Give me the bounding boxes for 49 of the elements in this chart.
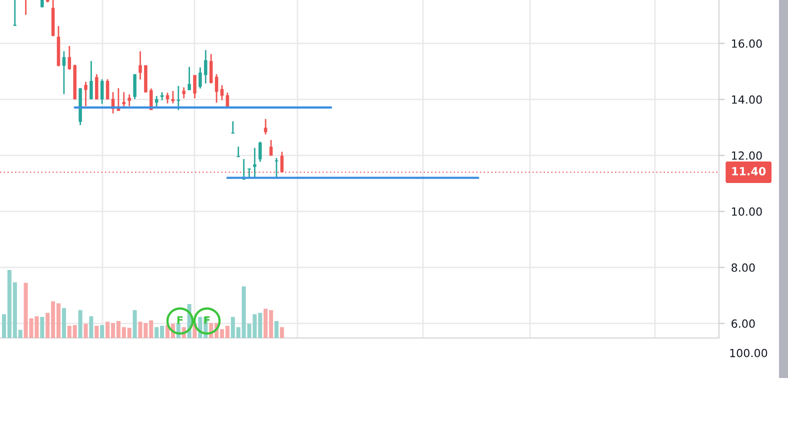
candlestick bbox=[204, 49, 208, 84]
candlestick bbox=[13, 0, 17, 27]
bar bbox=[89, 316, 94, 338]
candlestick bbox=[231, 120, 235, 134]
candlestick bbox=[84, 81, 88, 107]
candlestick bbox=[154, 95, 158, 108]
annotation: F bbox=[177, 316, 183, 324]
candlestick bbox=[253, 147, 256, 178]
candlestick bbox=[220, 84, 224, 101]
bar bbox=[132, 310, 137, 338]
y-tick-label: 14.00 bbox=[732, 95, 762, 104]
text: 100.00 bbox=[730, 348, 768, 358]
candlestick bbox=[62, 50, 66, 95]
candlestick bbox=[106, 78, 110, 100]
candlestick bbox=[198, 66, 202, 90]
candlestick bbox=[133, 74, 136, 100]
candlestick bbox=[258, 141, 262, 163]
y-tick-label: 12.00 bbox=[732, 151, 762, 160]
candlestick bbox=[100, 78, 104, 105]
bar bbox=[100, 325, 104, 338]
candlestick bbox=[138, 50, 142, 80]
candlestick bbox=[166, 92, 170, 104]
bar bbox=[274, 321, 279, 338]
candlestick bbox=[209, 53, 213, 84]
y-tick-label: 16.00 bbox=[732, 39, 762, 48]
bar bbox=[40, 316, 44, 338]
candlestick bbox=[269, 139, 273, 156]
candlestick bbox=[182, 86, 186, 99]
y-tick-label: 8.00 bbox=[732, 263, 755, 272]
candlestick bbox=[188, 66, 191, 91]
candlestick bbox=[90, 60, 93, 100]
ref-line-label: 11.40 bbox=[732, 167, 766, 176]
y-tick-label: 10.00 bbox=[732, 207, 762, 216]
candlestick bbox=[236, 146, 240, 158]
candlestick bbox=[264, 118, 268, 136]
candlestick bbox=[176, 85, 180, 111]
candlestick bbox=[68, 45, 72, 70]
y-tick-label: 6.00 bbox=[732, 319, 755, 328]
bar bbox=[84, 324, 88, 338]
candlestick bbox=[95, 74, 98, 100]
candlestick bbox=[193, 74, 196, 99]
bar bbox=[94, 326, 99, 338]
bar bbox=[280, 327, 284, 338]
candlestick bbox=[128, 94, 131, 107]
candlestick bbox=[171, 90, 175, 104]
bar bbox=[78, 310, 82, 338]
bar bbox=[62, 308, 66, 338]
candlestick bbox=[214, 74, 218, 104]
candlestick bbox=[274, 157, 278, 178]
